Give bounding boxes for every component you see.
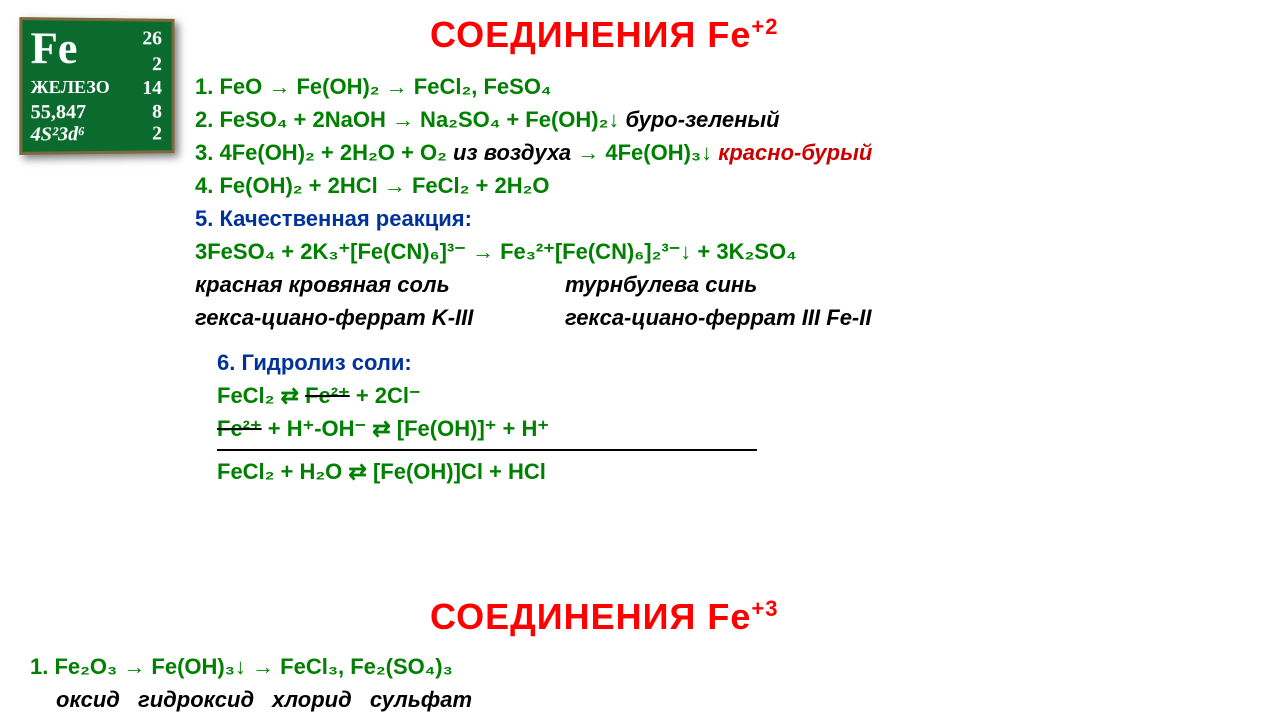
electron-shell-1: 2 <box>152 53 162 76</box>
equation-4: 4. Fe(OH)₂ + 2HCl → FeCl₂ + 2H₂O <box>195 169 1255 202</box>
eq3-note2: красно-бурый <box>712 140 872 165</box>
title2-text: СОЕДИНЕНИЯ Fe <box>430 596 751 637</box>
hexacyanoferrate-fe-label: гекса-циано-феррат III Fe-II <box>565 301 871 334</box>
title-charge: +2 <box>751 14 778 39</box>
spacer <box>195 334 1255 346</box>
hexacyanoferrate-k-label: гекса-циано-феррат K-III <box>195 301 565 334</box>
section-title-fe3: СОЕДИНЕНИЯ Fe+3 <box>430 596 779 638</box>
hyd2-strike: Fe²⁺ <box>217 416 262 441</box>
electron-shell-4: 2 <box>152 123 162 146</box>
compound-names-row2: гекса-циано-феррат K-III гекса-циано-фер… <box>195 301 1255 334</box>
equation-3: 3. 4Fe(OH)₂ + 2H₂O + O₂ из воздуха → 4Fe… <box>195 136 1255 169</box>
atomic-mass: 55,847 <box>31 101 86 124</box>
eq3-part1: 3. 4Fe(OH)₂ + 2H₂O + O₂ <box>195 140 453 165</box>
fe3-equation-block: 1. Fe₂O₃ → Fe(OH)₃↓ → FeCl₃, Fe₂(SO₄)₃ о… <box>30 650 1230 716</box>
divider-line <box>217 449 757 451</box>
title-text: СОЕДИНЕНИЯ Fe <box>430 14 751 55</box>
atomic-number: 26 <box>142 27 162 50</box>
eq2-formula: 2. FeSO₄ + 2NaOH → Na₂SO₄ + Fe(OH)₂↓ <box>195 107 619 132</box>
hyd2-post: + H⁺-OH⁻ ⇄ [Fe(OH)]⁺ + H⁺ <box>262 416 549 441</box>
eq3-note1: из воздуха <box>453 140 571 165</box>
electron-config: 4S²3d⁶ <box>31 123 86 147</box>
electron-shell-3: 8 <box>152 101 162 124</box>
fe3-equation-1: 1. Fe₂O₃ → Fe(OH)₃↓ → FeCl₃, Fe₂(SO₄)₃ <box>30 650 1230 683</box>
hydrolysis-net: FeCl₂ + H₂O ⇄ [Fe(OH)]Cl + HCl <box>195 455 1255 488</box>
electron-shell-2: 14 <box>142 77 162 100</box>
hyd1-post: + 2Cl⁻ <box>350 383 421 408</box>
fe3-compound-labels: оксид гидроксид хлорид сульфат <box>30 683 1230 716</box>
element-symbol: Fe <box>31 22 78 74</box>
compound-names-row1: красная кровяная соль турнбулева синь <box>195 268 1255 301</box>
turnbull-blue-label: турнбулева синь <box>565 268 757 301</box>
equation-2: 2. FeSO₄ + 2NaOH → Na₂SO₄ + Fe(OH)₂↓ бур… <box>195 103 1255 136</box>
chemistry-slide: Fe 26 2 ЖЕЛЕЗО 14 55,847 8 4S²3d⁶ 2 СОЕД… <box>0 0 1280 720</box>
title2-charge: +3 <box>751 596 778 621</box>
hydrolysis-step2: Fe²⁺ + H⁺-OH⁻ ⇄ [Fe(OH)]⁺ + H⁺ <box>195 412 1255 445</box>
qualitative-reaction-heading: 5. Качественная реакция: <box>195 202 1255 235</box>
eq3-part2: → 4Fe(OH)₃↓ <box>571 140 712 165</box>
equations-block: 1. FeO → Fe(OH)₂ → FeCl₂, FeSO₄ 2. FeSO₄… <box>195 70 1255 488</box>
equation-1: 1. FeO → Fe(OH)₂ → FeCl₂, FeSO₄ <box>195 70 1255 103</box>
hydrolysis-step1: FeCl₂ ⇄ Fe²⁺ + 2Cl⁻ <box>195 379 1255 412</box>
hyd1-pre: FeCl₂ ⇄ <box>217 383 305 408</box>
hydrolysis-heading: 6. Гидролиз соли: <box>195 346 1255 379</box>
eq2-note: буро-зеленый <box>619 107 779 132</box>
section-title-fe2: СОЕДИНЕНИЯ Fe+2 <box>430 14 779 56</box>
hyd1-strike: Fe²⁺ <box>305 383 350 408</box>
periodic-element-tile: Fe 26 2 ЖЕЛЕЗО 14 55,847 8 4S²3d⁶ 2 <box>19 17 174 155</box>
red-blood-salt-label: красная кровяная соль <box>195 268 565 301</box>
element-name: ЖЕЛЕЗО <box>31 77 110 98</box>
equation-5: 3FeSO₄ + 2K₃⁺[Fe(CN)₆]³⁻ → Fe₃²⁺[Fe(CN)₆… <box>195 235 1255 268</box>
